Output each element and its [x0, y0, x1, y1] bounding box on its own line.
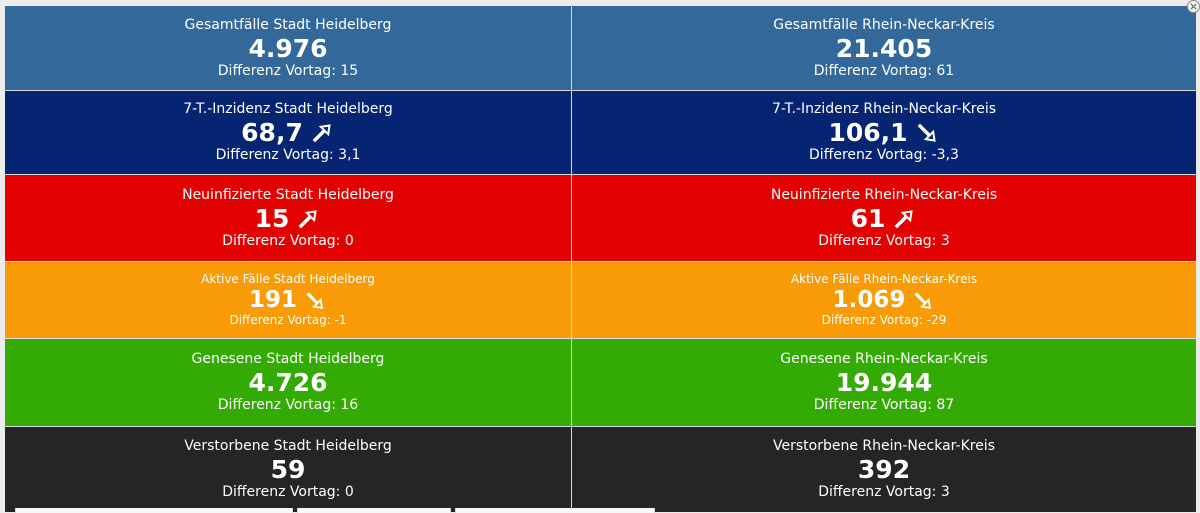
tile-incidence-heidelberg: 7-T.-Inzidenz Stadt Heidelberg 68,7 Diff…: [5, 91, 571, 174]
tile-label: Genesene Rhein-Neckar-Kreis: [780, 351, 988, 367]
tile-value-row: 191: [249, 288, 327, 313]
tile-diff: Differenz Vortag: 61: [813, 62, 955, 79]
trend-down-icon: [916, 121, 940, 145]
tile-label: Neuinfizierte Stadt Heidelberg: [182, 186, 394, 203]
trend-up-icon: [297, 207, 321, 231]
tile-value-row: 392: [858, 456, 910, 484]
tile-label: Genesene Stadt Heidelberg: [191, 351, 385, 367]
tile-diff: Differenz Vortag: -3,3: [809, 147, 959, 163]
tile-diff: Differenz Vortag: 16: [217, 397, 359, 413]
tile-value-row: 68,7: [241, 119, 335, 147]
tile-value: 191: [248, 287, 297, 313]
tile-diff: Differenz Vortag: 0: [222, 232, 354, 249]
trend-down-icon: [913, 290, 935, 312]
tile-value: 21.405: [835, 33, 933, 63]
tile-value-row: 15: [254, 203, 322, 233]
tile-value: 392: [857, 455, 911, 484]
trend-down-icon: [305, 290, 327, 312]
tile-recovered-heidelberg: Genesene Stadt Heidelberg 4.726 Differen…: [5, 339, 571, 426]
bottom-tab[interactable]: [297, 508, 451, 513]
tile-value-row: 1.069: [833, 288, 936, 313]
tile-diff: Differenz Vortag: 3: [818, 232, 950, 249]
tile-value-row: 61: [850, 203, 918, 233]
trend-up-icon: [311, 121, 335, 145]
tile-total-cases-rhein-neckar-kreis: Gesamtfälle Rhein-Neckar-Kreis 21.405 Di…: [572, 6, 1196, 90]
tile-active-cases-rhein-neckar-kreis: Aktive Fälle Rhein-Neckar-Kreis 1.069 Di…: [572, 262, 1196, 338]
tile-label: 7-T.-Inzidenz Rhein-Neckar-Kreis: [771, 101, 997, 117]
tile-value-row: 21.405: [835, 33, 933, 63]
tile-diff: Differenz Vortag: -1: [229, 313, 347, 327]
tile-label: Aktive Fälle Rhein-Neckar-Kreis: [790, 272, 978, 286]
tile-value: 19.944: [835, 368, 933, 397]
tile-deaths-rhein-neckar-kreis: Verstorbene Rhein-Neckar-Kreis 392 Diffe…: [572, 427, 1196, 512]
tile-value: 61: [850, 203, 886, 233]
tile-label: 7-T.-Inzidenz Stadt Heidelberg: [183, 101, 393, 117]
tile-label: Aktive Fälle Stadt Heidelberg: [201, 272, 375, 286]
tile-diff: Differenz Vortag: 15: [217, 62, 359, 79]
tile-total-cases-heidelberg: Gesamtfälle Stadt Heidelberg 4.976 Diffe…: [5, 6, 571, 90]
close-icon[interactable]: [1187, 0, 1200, 13]
tile-label: Gesamtfälle Rhein-Neckar-Kreis: [773, 16, 995, 33]
tile-new-infections-rhein-neckar-kreis: Neuinfizierte Rhein-Neckar-Kreis 61 Diff…: [572, 175, 1196, 261]
tile-diff: Differenz Vortag: 87: [813, 397, 955, 413]
tile-deaths-heidelberg: Verstorbene Stadt Heidelberg 59 Differen…: [5, 427, 571, 512]
tile-value: 106,1: [828, 118, 908, 147]
tile-label: Verstorbene Rhein-Neckar-Kreis: [773, 438, 995, 454]
tile-value: 4.976: [248, 33, 328, 63]
trend-up-icon: [893, 207, 917, 231]
tile-value-row: 4.976: [248, 33, 328, 63]
kpi-grid: Gesamtfälle Stadt Heidelberg 4.976 Diffe…: [5, 6, 1196, 512]
tile-active-cases-heidelberg: Aktive Fälle Stadt Heidelberg 191 Differ…: [5, 262, 571, 338]
tile-value: 1.069: [832, 287, 906, 313]
tile-value: 59: [270, 455, 306, 484]
tile-diff: Differenz Vortag: -29: [821, 313, 947, 327]
tile-value: 68,7: [241, 118, 303, 147]
tile-diff: Differenz Vortag: 3,1: [215, 147, 361, 163]
bottom-tab-strip: [10, 508, 1190, 513]
tile-recovered-rhein-neckar-kreis: Genesene Rhein-Neckar-Kreis 19.944 Diffe…: [572, 339, 1196, 426]
tile-value-row: 4.726: [248, 369, 327, 397]
bottom-tab[interactable]: [15, 508, 293, 513]
tile-incidence-rhein-neckar-kreis: 7-T.-Inzidenz Rhein-Neckar-Kreis 106,1 D…: [572, 91, 1196, 174]
tile-label: Neuinfizierte Rhein-Neckar-Kreis: [770, 186, 998, 203]
tile-label: Gesamtfälle Stadt Heidelberg: [184, 16, 392, 33]
bottom-tab[interactable]: [455, 508, 655, 513]
tile-diff: Differenz Vortag: 0: [222, 484, 354, 500]
tile-value-row: 59: [271, 456, 306, 484]
tile-value: 15: [254, 203, 290, 233]
tile-label: Verstorbene Stadt Heidelberg: [184, 438, 392, 454]
tile-value-row: 19.944: [836, 369, 932, 397]
tile-new-infections-heidelberg: Neuinfizierte Stadt Heidelberg 15 Differ…: [5, 175, 571, 261]
tile-value-row: 106,1: [828, 119, 939, 147]
tile-diff: Differenz Vortag: 3: [818, 484, 950, 500]
tile-value: 4.726: [248, 368, 328, 397]
